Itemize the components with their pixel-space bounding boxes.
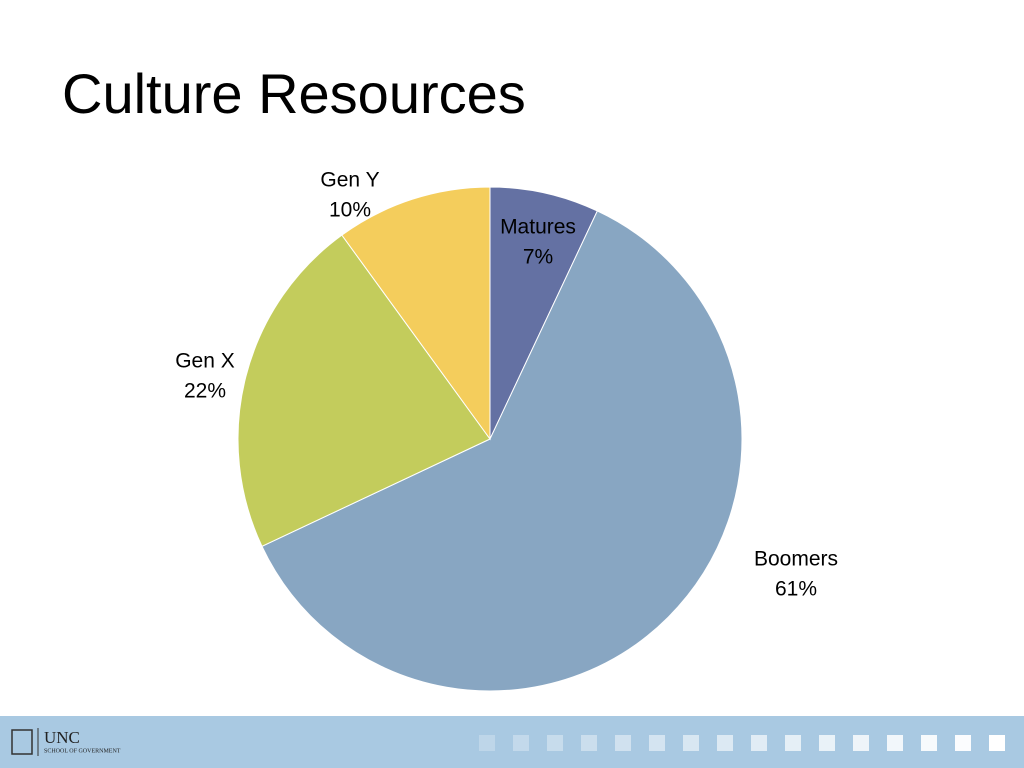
- footer-square: [955, 735, 971, 751]
- slice-label: Gen Y: [320, 169, 379, 192]
- slice-label: Boomers: [754, 548, 838, 571]
- footer-square: [819, 735, 835, 751]
- footer-square: [989, 735, 1005, 751]
- footer-square: [513, 735, 529, 751]
- footer-bar: [0, 716, 1024, 768]
- footer-square: [649, 735, 665, 751]
- footer-square: [717, 735, 733, 751]
- footer-square: [479, 735, 495, 751]
- slice-label: Matures: [500, 216, 576, 239]
- slice-label: Gen X: [175, 350, 235, 373]
- logo-subtitle: SCHOOL OF GOVERNMENT: [44, 748, 121, 754]
- footer-square: [751, 735, 767, 751]
- footer-square: [683, 735, 699, 751]
- footer-square: [887, 735, 903, 751]
- pie-slice: [261, 210, 743, 692]
- chart-title: Culture Resources: [62, 62, 526, 125]
- footer-square: [615, 735, 631, 751]
- footer-decoration: [479, 735, 1005, 751]
- slice-value-label: 61%: [775, 578, 817, 601]
- slice-value-label: 22%: [184, 380, 226, 403]
- pie-slice: [489, 186, 598, 440]
- footer-square: [547, 735, 563, 751]
- logo: UNC SCHOOL OF GOVERNMENT: [11, 728, 121, 756]
- footer-square: [853, 735, 869, 751]
- pie-slice: [341, 186, 491, 441]
- pie-slice: [237, 234, 491, 547]
- logo-icon: [11, 729, 33, 755]
- footer-square: [581, 735, 597, 751]
- footer-square: [785, 735, 801, 751]
- slice-value-label: 10%: [329, 199, 371, 222]
- pie: Matures 7% Boomers 61% Gen X 22% Gen Y 10%: [175, 169, 838, 692]
- footer-square: [921, 735, 937, 751]
- logo-title: UNC: [44, 728, 80, 747]
- slice-value-label: 7%: [523, 246, 553, 269]
